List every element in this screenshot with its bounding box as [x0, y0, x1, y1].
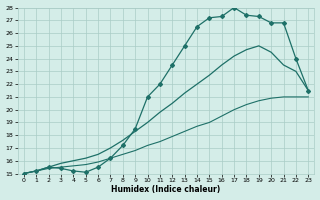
X-axis label: Humidex (Indice chaleur): Humidex (Indice chaleur): [111, 185, 221, 194]
